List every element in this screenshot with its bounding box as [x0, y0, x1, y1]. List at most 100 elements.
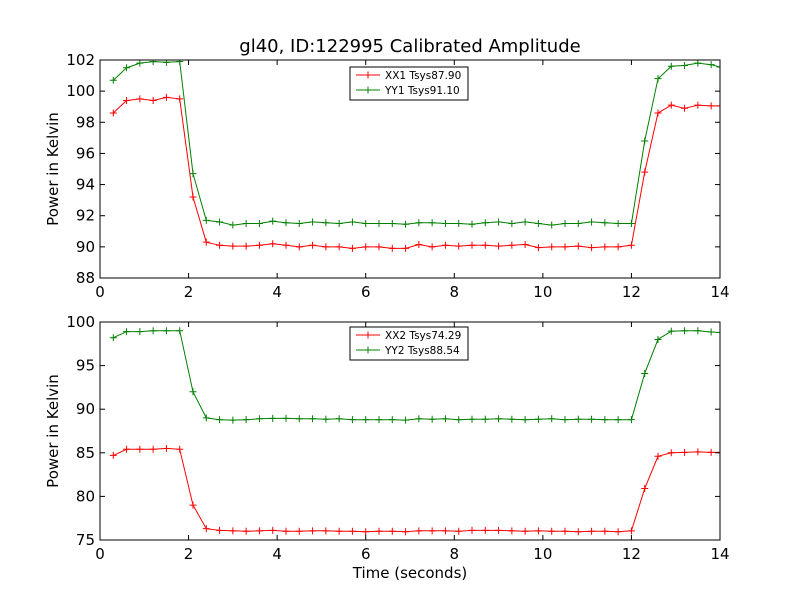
data-point: [388, 416, 396, 424]
data-point: [162, 444, 170, 452]
data-point: [534, 244, 542, 252]
data-point: [216, 526, 224, 534]
data-point: [388, 220, 396, 227]
legend-2: XX2 Tsys74.29 YY2 Tsys88.54: [349, 326, 469, 361]
data-point: [441, 220, 449, 227]
y-tick-label: 100: [66, 313, 95, 331]
data-point: [216, 241, 224, 249]
x-tick-label: 6: [361, 283, 371, 301]
data-point: [362, 416, 370, 424]
data-point: [402, 416, 410, 424]
legend-1: XX1 Tsys87.90 YY1 Tsys91.10: [349, 66, 469, 101]
data-point: [202, 238, 210, 246]
data-point: [534, 527, 542, 535]
data-point: [495, 526, 503, 534]
data-point: [561, 220, 569, 227]
data-point: [681, 61, 689, 69]
x-tick-label: 4: [272, 283, 282, 301]
data-point: [641, 369, 649, 377]
data-point: [295, 220, 303, 227]
data-point: [548, 221, 556, 229]
data-point: [627, 220, 635, 227]
data-point: [388, 244, 396, 252]
x-tick-label: 10: [533, 545, 552, 563]
legend-marker: [364, 71, 372, 79]
data-point: [508, 415, 516, 423]
data-point: [521, 416, 529, 424]
data-point: [654, 75, 662, 83]
legend-marker: [364, 86, 372, 94]
data-point: [269, 217, 277, 225]
data-point: [654, 335, 662, 343]
data-point: [455, 220, 463, 227]
data-point: [402, 528, 410, 536]
data-point: [202, 525, 210, 533]
data-point: [216, 218, 224, 226]
data-point: [176, 327, 184, 335]
data-point: [521, 218, 529, 226]
data-point: [123, 328, 131, 336]
data-point: [229, 527, 237, 535]
y-tick-label: 102: [66, 51, 95, 69]
data-point: [521, 527, 529, 535]
data-point: [415, 415, 423, 423]
data-point: [694, 101, 702, 109]
data-point: [716, 102, 720, 110]
y-tick-label: 100: [66, 82, 95, 100]
data-point: [362, 243, 370, 251]
y-tick-label: 90: [76, 238, 95, 256]
data-point: [667, 101, 675, 109]
data-point: [441, 415, 449, 423]
data-point: [202, 414, 210, 422]
data-point: [415, 219, 423, 227]
data-point: [694, 60, 702, 67]
data-point: [149, 327, 157, 335]
data-point: [189, 388, 197, 396]
data-point: [468, 241, 476, 249]
data-point: [667, 62, 675, 70]
data-point: [255, 415, 263, 423]
x-tick-label: 4: [272, 545, 282, 563]
data-point: [495, 218, 503, 226]
data-point: [694, 448, 702, 456]
data-point: [495, 242, 503, 250]
data-point: [574, 528, 582, 536]
data-point: [309, 241, 317, 249]
data-point: [428, 415, 436, 423]
data-point: [614, 220, 622, 227]
legend-label: XX2 Tsys74.29: [385, 330, 461, 342]
data-point: [322, 415, 330, 423]
data-point: [348, 416, 356, 424]
data-point: [322, 527, 330, 535]
data-point: [176, 445, 184, 453]
data-point: [601, 416, 609, 424]
legend-box: [349, 66, 469, 101]
data-point: [109, 334, 117, 342]
data-point: [189, 193, 197, 201]
y-tick-label: 95: [76, 357, 95, 375]
x-tick-label: 2: [184, 283, 194, 301]
data-point: [229, 242, 237, 250]
y-tick-label: 88: [76, 269, 95, 287]
data-point: [441, 241, 449, 249]
data-point: [229, 221, 237, 229]
data-point: [295, 527, 303, 535]
data-point: [627, 527, 635, 535]
data-point: [123, 96, 131, 104]
data-point: [123, 445, 131, 453]
y-tick-label: 85: [76, 444, 95, 462]
data-point: [229, 416, 237, 424]
data-point: [189, 501, 197, 509]
data-point: [548, 527, 556, 535]
data-point: [149, 445, 157, 453]
data-point: [641, 137, 649, 145]
data-point: [641, 168, 649, 176]
data-point: [707, 102, 715, 110]
data-point: [242, 416, 250, 424]
data-point: [282, 219, 290, 227]
data-point: [348, 218, 356, 226]
x-tick-label: 6: [361, 545, 371, 563]
data-point: [216, 416, 224, 424]
data-point: [242, 220, 250, 227]
data-point: [667, 449, 675, 457]
